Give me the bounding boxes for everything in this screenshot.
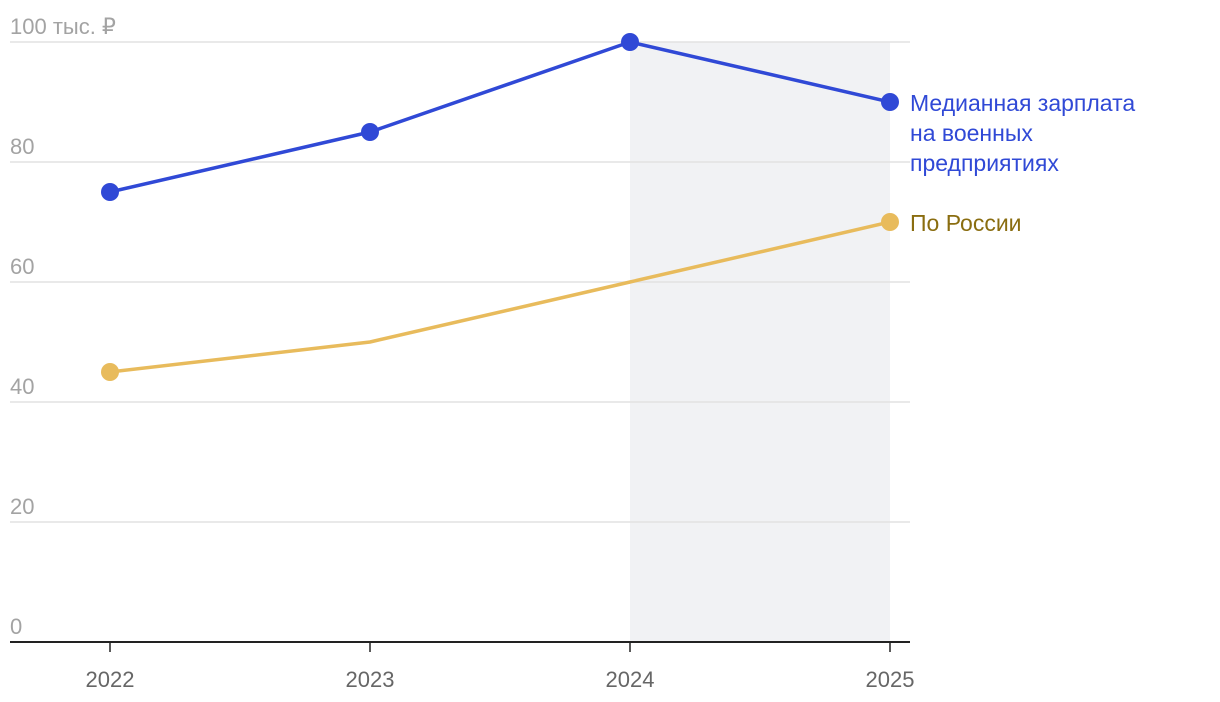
series-lines: [101, 33, 899, 381]
series-line: [108, 220, 892, 374]
data-point: [881, 213, 899, 231]
data-point: [881, 93, 899, 111]
x-tick-label: 2022: [86, 667, 135, 692]
series-line: [108, 40, 892, 194]
data-point: [101, 183, 119, 201]
gridlines: [10, 41, 910, 523]
shaded-period-band: [630, 42, 890, 642]
x-tick-label: 2024: [606, 667, 655, 692]
data-point: [101, 363, 119, 381]
y-tick-label: 40: [10, 374, 34, 399]
y-tick-label: 80: [10, 134, 34, 159]
data-point: [621, 33, 639, 51]
x-tick-label: 2025: [866, 667, 915, 692]
y-tick-labels: 0 20 40 60 80 100 тыс. ₽: [10, 14, 116, 639]
series-label: на военных: [910, 120, 1033, 146]
x-axis: 2022 2023 2024 2025: [10, 641, 915, 692]
series-label: По России: [910, 210, 1022, 236]
y-tick-label: 60: [10, 254, 34, 279]
y-tick-label: 100 тыс. ₽: [10, 14, 116, 39]
y-tick-label: 20: [10, 494, 34, 519]
y-tick-label: 0: [10, 614, 22, 639]
series-labels: Медианная зарплата на военных предприятиях…: [910, 90, 1135, 236]
series-label: Медианная зарплата: [910, 90, 1135, 116]
x-tick-label: 2023: [346, 667, 395, 692]
series-label: предприятиях: [910, 150, 1059, 176]
data-point: [361, 123, 379, 141]
